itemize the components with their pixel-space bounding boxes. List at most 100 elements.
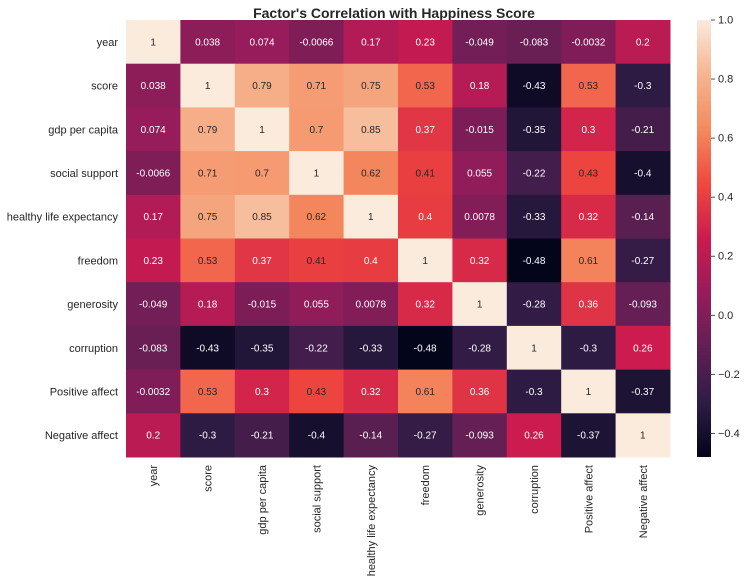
row-labels: year score gdp per capita social support hea… xyxy=(7,37,119,442)
heatmap-cell xyxy=(289,194,345,239)
colorbar-tick-label: 0.6 xyxy=(718,133,733,145)
cell-annotation: 1 xyxy=(205,81,211,92)
heatmap-cell xyxy=(615,282,671,327)
cell-annotation: -0.48 xyxy=(523,256,546,267)
row-label: freedom xyxy=(78,255,118,267)
colorbar-tick-label: −0.2 xyxy=(718,369,740,381)
heatmap-cell xyxy=(234,107,290,152)
heatmap-cell xyxy=(289,107,345,152)
cell-annotation: 0.32 xyxy=(470,256,490,267)
heatmap-cell xyxy=(343,107,399,152)
cell-annotation: 0.53 xyxy=(415,81,435,92)
cell-annotation: 0.61 xyxy=(415,387,435,398)
heatmap-cell xyxy=(234,63,290,108)
cell-annotation: 0.43 xyxy=(579,168,599,179)
cell-annotation: 0.038 xyxy=(195,37,220,48)
cell-annotation: -0.083 xyxy=(139,343,168,354)
heatmap-cell xyxy=(234,325,290,371)
cell-annotation: 1 xyxy=(368,212,374,223)
cell-annotation: 0.3 xyxy=(255,387,269,398)
cell-annotation: 0.53 xyxy=(198,256,218,267)
heatmap-cell xyxy=(452,369,508,414)
cell-annotation: -0.35 xyxy=(251,343,274,354)
heatmap-cell xyxy=(126,369,181,414)
heatmap-cell xyxy=(506,20,562,65)
cell-annotation: -0.21 xyxy=(251,431,274,442)
row-label: Positive affect xyxy=(50,386,118,398)
heatmap-cell xyxy=(561,194,617,239)
cell-annotation: 0.17 xyxy=(143,212,163,223)
heatmap-cell xyxy=(561,238,617,283)
cell-annotation: -0.083 xyxy=(520,37,549,48)
cell-annotation: 0.62 xyxy=(361,168,381,179)
heatmap-cell xyxy=(452,194,508,239)
cell-annotation: 0.53 xyxy=(198,387,218,398)
cell-annotation: 0.055 xyxy=(467,168,492,179)
cell-annotation: 0.074 xyxy=(141,125,166,136)
heatmap-cell xyxy=(126,107,181,152)
heatmap-cell xyxy=(343,20,399,65)
cell-annotation: 0.3 xyxy=(581,125,595,136)
row-label: score xyxy=(91,81,118,93)
heatmap-cell xyxy=(506,282,562,327)
heatmap-cell xyxy=(561,369,617,414)
heatmap-cell xyxy=(180,413,236,458)
heatmap-cell xyxy=(180,107,236,152)
cell-annotation: -0.093 xyxy=(465,431,494,442)
heatmap-cell xyxy=(180,369,236,414)
row-label: gdp per capita xyxy=(48,124,119,136)
cell-annotation: -0.3 xyxy=(580,343,598,354)
heatmap-cell xyxy=(506,151,562,196)
heatmap-cell xyxy=(343,151,399,196)
heatmap-cell xyxy=(615,413,671,458)
heatmap-cell xyxy=(452,282,508,327)
cell-annotation: -0.049 xyxy=(465,37,494,48)
column-label: healthy life expectancy xyxy=(366,465,378,577)
heatmap-cell xyxy=(180,151,236,196)
heatmap-cell xyxy=(615,325,671,371)
heatmap-cell xyxy=(615,107,671,152)
cell-annotation: 0.7 xyxy=(255,168,269,179)
cell-annotation: 0.32 xyxy=(361,387,381,398)
colorbar xyxy=(697,20,711,457)
cell-annotation: -0.049 xyxy=(139,300,168,311)
cell-annotation: -0.28 xyxy=(468,343,491,354)
heatmap-cell xyxy=(180,238,236,283)
heatmap-cells xyxy=(126,20,671,458)
heatmap-cell xyxy=(289,238,345,283)
heatmap-cell xyxy=(180,282,236,327)
cell-annotation: 0.23 xyxy=(415,37,435,48)
colorbar-tick-label: 0.4 xyxy=(718,192,733,204)
cell-annotation: 0.79 xyxy=(198,125,218,136)
heatmap-cell xyxy=(452,107,508,152)
heatmap-cell xyxy=(561,413,617,458)
column-label: generosity xyxy=(475,465,487,516)
heatmap-cell xyxy=(452,63,508,108)
colorbar-tick-label: 0.8 xyxy=(718,74,733,86)
column-label: Positive affect xyxy=(583,465,595,533)
heatmap-cell xyxy=(615,20,671,65)
cell-annotation: -0.3 xyxy=(634,81,652,92)
heatmap-cell xyxy=(506,238,562,283)
cell-annotation: -0.0032 xyxy=(136,387,170,398)
cell-annotation: -0.3 xyxy=(199,431,217,442)
heatmap-cell xyxy=(452,413,508,458)
heatmap-cell xyxy=(615,369,671,414)
heatmap-cell xyxy=(126,325,181,371)
cell-annotation: 0.4 xyxy=(364,256,378,267)
column-label: gdp per capita xyxy=(257,464,269,535)
chart-title: Factor's Correlation with Happiness Scor… xyxy=(253,5,535,21)
heatmap-cell xyxy=(180,63,236,108)
heatmap-cell xyxy=(289,282,345,327)
column-label: Negative affect xyxy=(638,465,650,538)
cell-annotation: 0.055 xyxy=(304,300,329,311)
cell-annotation: 0.36 xyxy=(579,300,599,311)
cell-annotation: 0.79 xyxy=(252,81,272,92)
cell-annotation: -0.4 xyxy=(308,431,326,442)
cell-annotation: 0.62 xyxy=(307,212,327,223)
heatmap-cell xyxy=(506,107,562,152)
cell-annotation: 1 xyxy=(477,300,483,311)
cell-annotation: 0.2 xyxy=(636,37,650,48)
cell-annotations: 1 0.038 0.074 -0.0066 0.17 0.23 -0.049 -0.083 -0… xyxy=(136,37,657,441)
cell-annotation: 0.23 xyxy=(143,256,163,267)
